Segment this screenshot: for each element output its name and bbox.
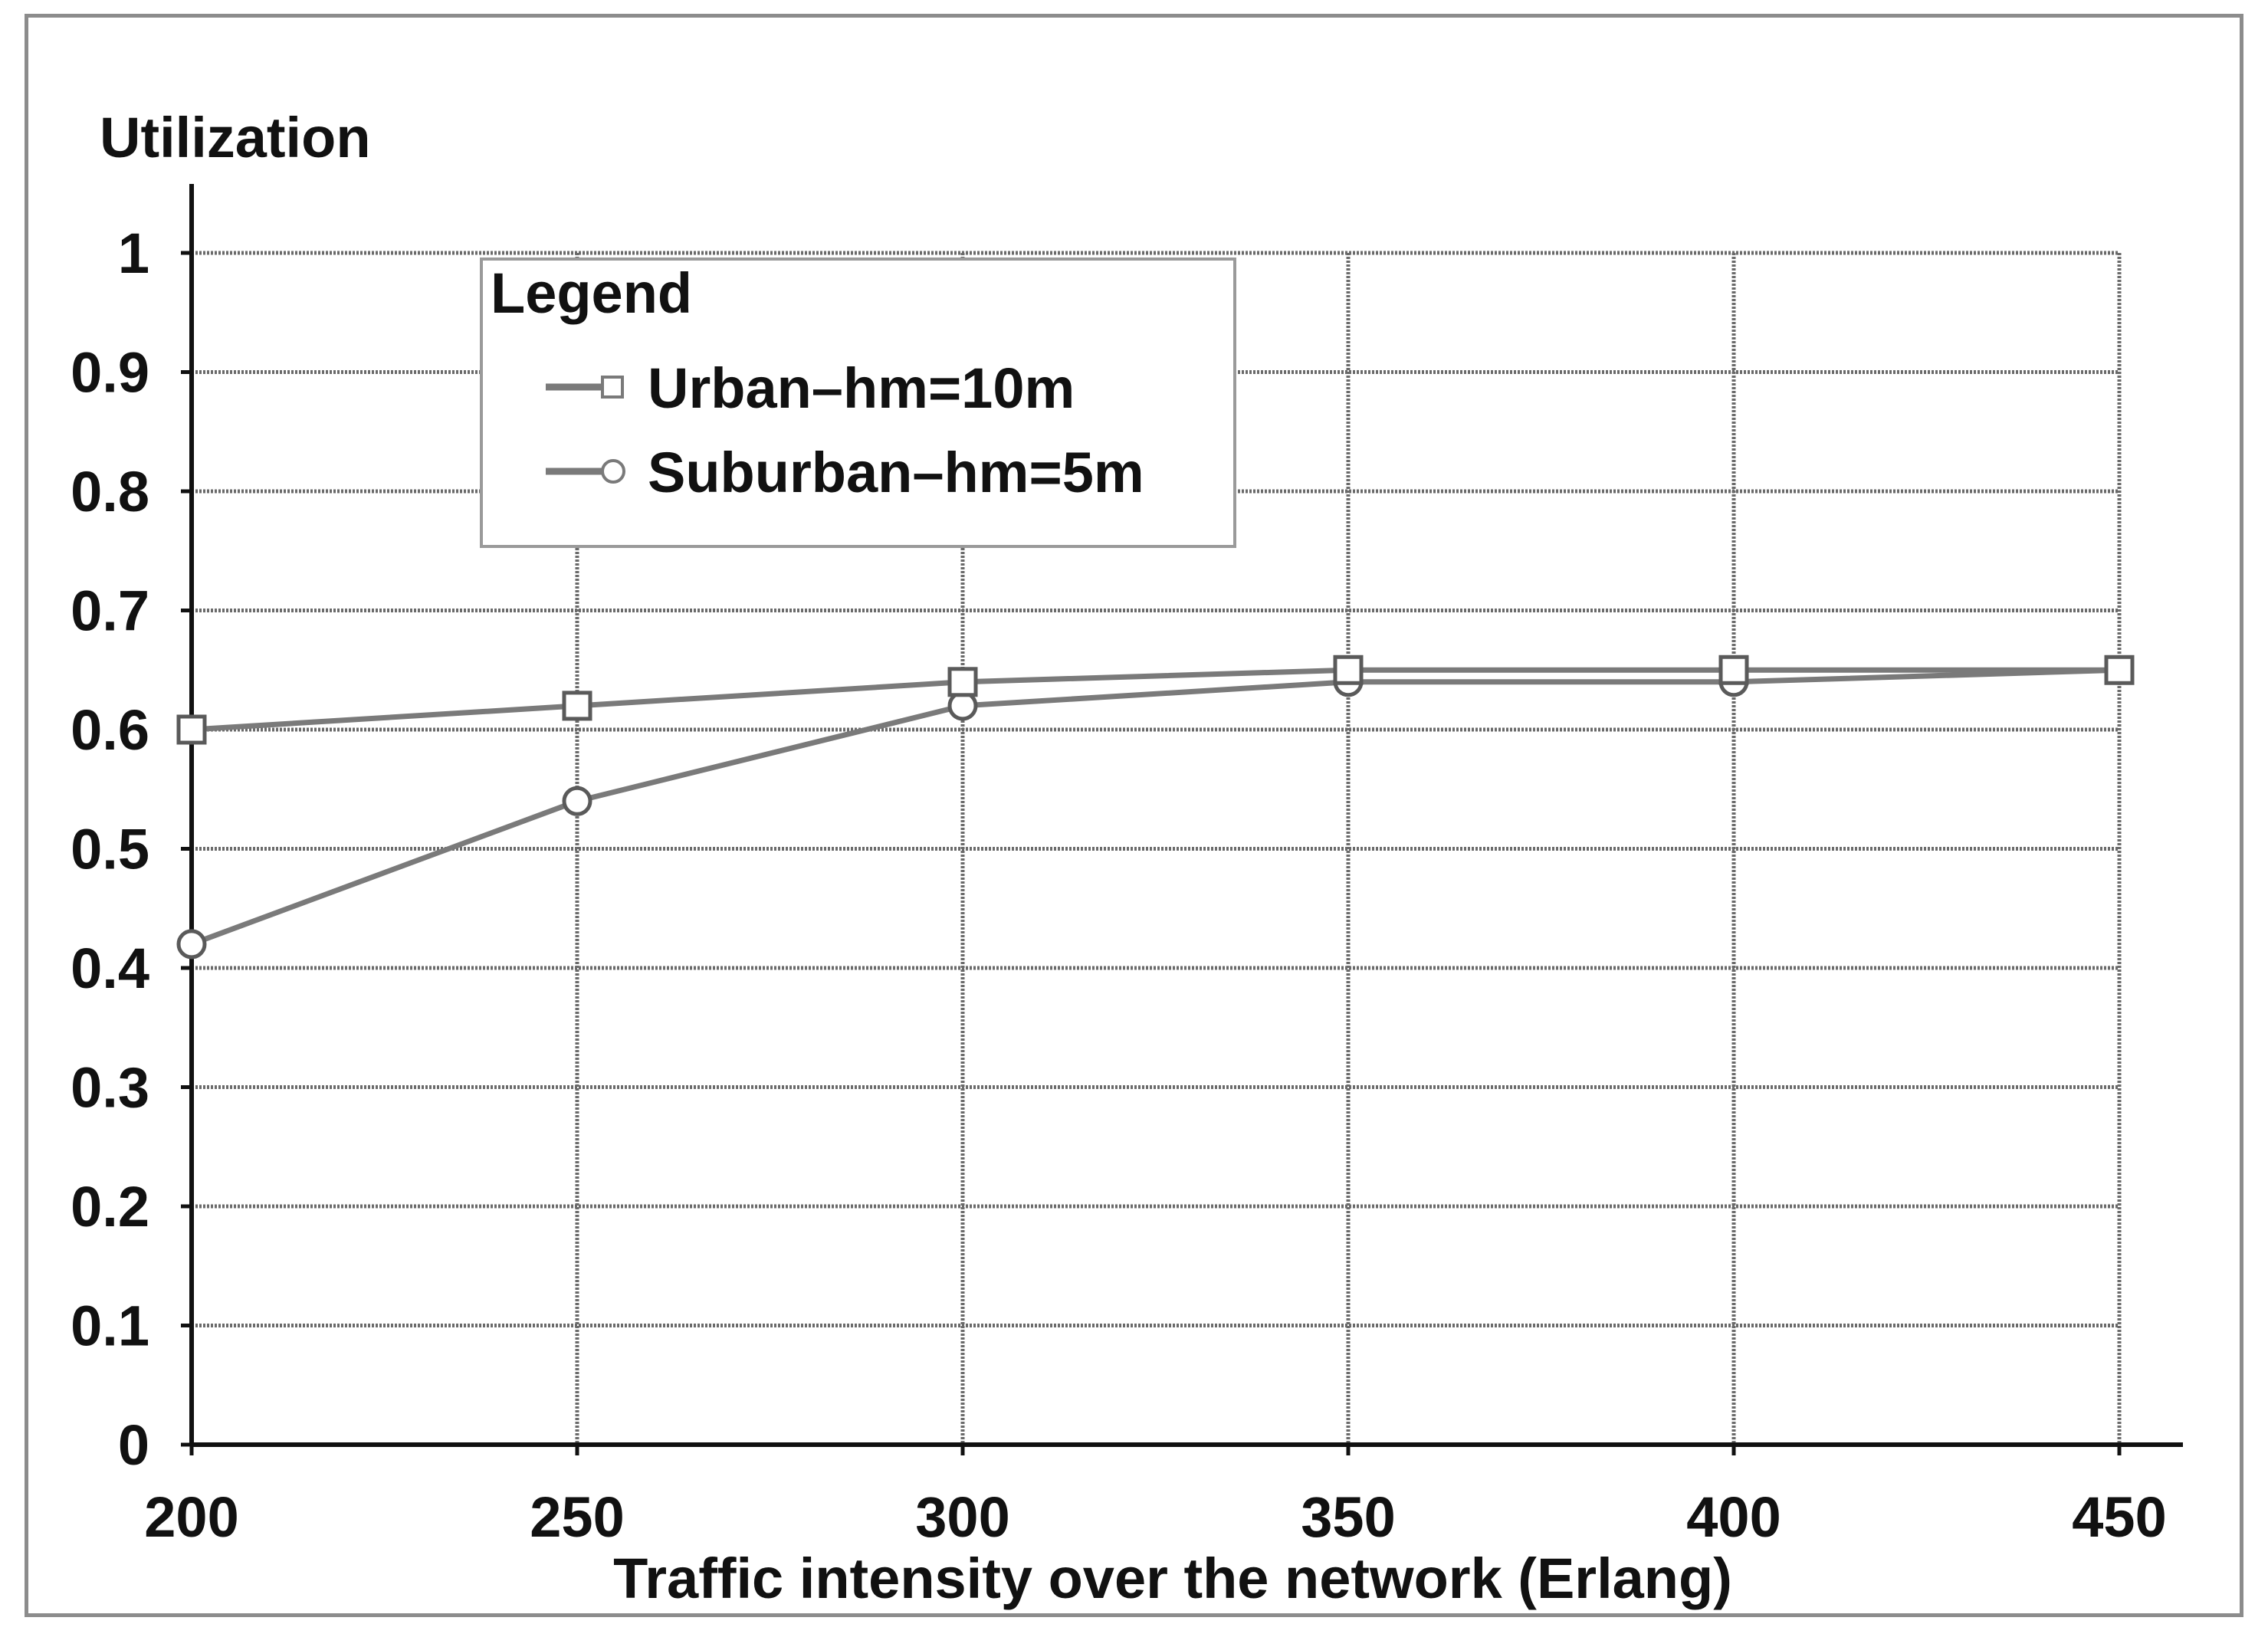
data-point-square — [2104, 655, 2135, 685]
legend-square-marker-icon — [601, 376, 624, 399]
y-tick-label: 0.8 — [71, 460, 149, 523]
legend-circle-marker-icon — [601, 459, 625, 484]
y-tick-label: 0.4 — [71, 937, 149, 1000]
y-tick-label: 0.3 — [71, 1056, 149, 1120]
series-layer — [176, 655, 2135, 960]
tick-labels: 0 0.1 0.2 0.3 0.4 0.5 0.6 0.7 0.8 0.9 1 200 250 300 35… — [71, 221, 2167, 1549]
x-tick-label: 250 — [530, 1485, 624, 1549]
legend: Legend Urban–hm=10m Suburban–hm=5m — [480, 258, 1236, 548]
x-tick-label: 350 — [1301, 1485, 1395, 1549]
data-point-square — [1718, 655, 1749, 685]
data-point-circle — [562, 786, 592, 816]
legend-title: Legend — [491, 261, 692, 325]
legend-entry-suburban: Suburban–hm=5m — [546, 441, 1144, 504]
y-tick-label: 0.6 — [71, 698, 149, 762]
x-tick-label: 450 — [2072, 1485, 2166, 1549]
data-point-circle — [176, 929, 207, 960]
grid-lines — [192, 251, 2122, 1445]
x-axis-title: Traffic intensity over the network (Erla… — [613, 1547, 1732, 1610]
data-point-square — [176, 714, 207, 745]
series-line — [191, 667, 2119, 733]
legend-label-suburban: Suburban–hm=5m — [648, 441, 1144, 504]
y-tick-label: 0 — [118, 1413, 149, 1477]
legend-label-urban: Urban–hm=10m — [648, 356, 1075, 420]
legend-box — [480, 258, 1236, 548]
series-line — [190, 667, 2120, 947]
y-tick-label: 0.9 — [71, 341, 149, 405]
data-point-square — [562, 691, 592, 721]
data-point-square — [1333, 655, 1364, 685]
y-tick-label: 0.7 — [71, 579, 149, 643]
x-tick-label: 400 — [1686, 1485, 1781, 1549]
data-point-square — [947, 667, 978, 697]
series-urban — [176, 655, 2135, 745]
x-tick-label: 300 — [915, 1485, 1009, 1549]
legend-entry-urban: Urban–hm=10m — [546, 356, 1075, 420]
y-tick-label: 0.5 — [71, 818, 149, 881]
y-tick-label: 1 — [118, 221, 149, 285]
series-suburban — [176, 655, 2135, 960]
y-tick-label: 0.1 — [71, 1294, 149, 1358]
y-axis-title: Utilization — [100, 106, 371, 169]
y-tick-label: 0.2 — [71, 1175, 149, 1239]
x-tick-label: 200 — [144, 1485, 238, 1549]
